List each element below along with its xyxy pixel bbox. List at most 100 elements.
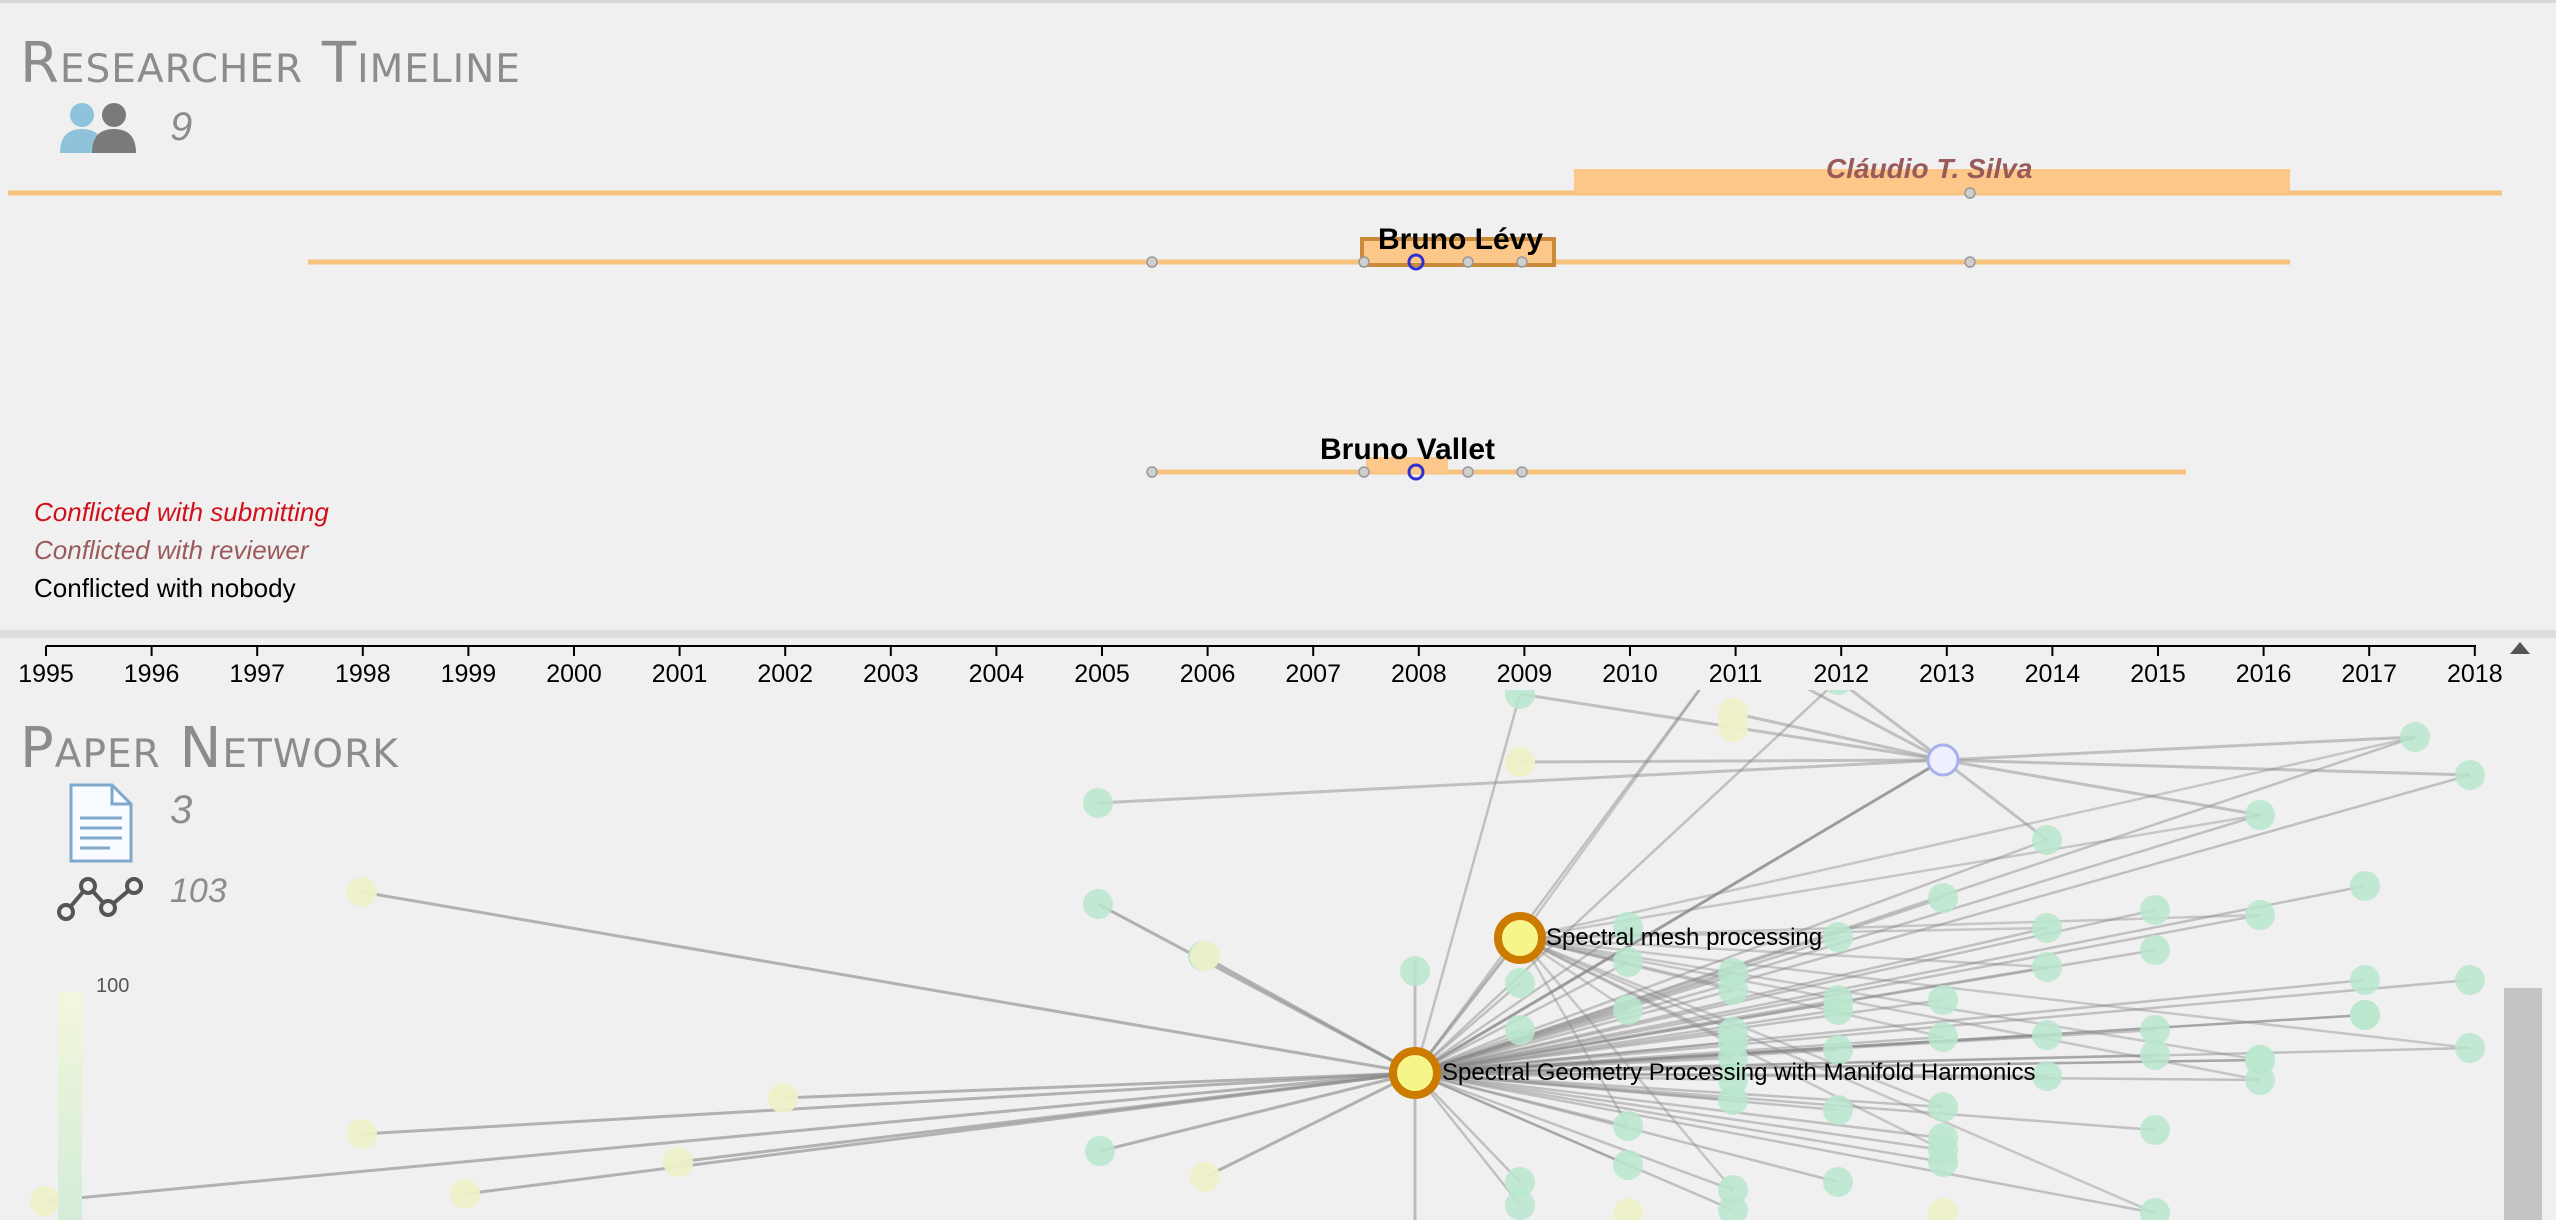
citing-paper-node[interactable] <box>2400 722 2430 752</box>
paper-label-manifold-harmonics[interactable]: Spectral Geometry Processing with Manifo… <box>1442 1059 2036 1086</box>
document-icon <box>69 783 133 863</box>
citing-paper-node[interactable] <box>1505 968 1535 998</box>
citing-paper-node[interactable] <box>1823 985 1853 1015</box>
axis-year-label: 2011 <box>1709 660 1763 688</box>
researcher-row[interactable] <box>1146 457 2186 481</box>
cited-paper-node[interactable] <box>1926 743 1960 777</box>
paper-node[interactable] <box>450 1179 480 1209</box>
citing-paper-node[interactable] <box>1718 1065 1748 1095</box>
researcher-row[interactable] <box>8 169 2502 199</box>
axis-year-label: 1998 <box>335 660 391 688</box>
paper-node[interactable] <box>663 1147 693 1177</box>
axis-year-label: 1996 <box>124 660 180 688</box>
citing-paper-node[interactable] <box>1505 1167 1535 1197</box>
panel-divider[interactable] <box>0 630 2556 638</box>
axis-year-label: 1997 <box>229 660 285 688</box>
axis-year-label: 2008 <box>1391 660 1447 688</box>
paper-node[interactable] <box>1928 1198 1958 1220</box>
paper-node[interactable] <box>347 1119 377 1149</box>
collapse-arrow-icon[interactable] <box>2510 642 2530 654</box>
citing-paper-node[interactable] <box>1928 985 1958 1015</box>
citing-paper-node[interactable] <box>2140 895 2170 925</box>
citing-paper-node[interactable] <box>2140 1015 2170 1045</box>
citing-paper-node[interactable] <box>2455 760 2485 790</box>
citing-paper-node[interactable] <box>2350 871 2380 901</box>
citing-paper-node[interactable] <box>1613 912 1643 942</box>
paper-node[interactable] <box>347 877 377 907</box>
paper-count: 3 <box>170 788 193 832</box>
citing-paper-node[interactable] <box>1718 1195 1748 1220</box>
year-axis: 1995 1996 1997 1998 1999 2000 2001 2002 2003 2004… <box>18 645 2503 688</box>
citing-paper-node[interactable] <box>1928 1022 1958 1052</box>
researcher-count: 9 <box>170 105 193 149</box>
paper-node[interactable] <box>1190 941 1220 971</box>
paper-node[interactable] <box>1613 1198 1643 1220</box>
citing-paper-node[interactable] <box>1083 788 1113 818</box>
citing-paper-node[interactable] <box>2455 965 2485 995</box>
citing-paper-node[interactable] <box>1613 995 1643 1025</box>
citing-paper-node[interactable] <box>2350 1000 2380 1030</box>
citing-paper-node[interactable] <box>2032 952 2062 982</box>
researcher-row[interactable] <box>308 237 2290 271</box>
researcher-name-bruno-vallet[interactable]: Bruno Vallet <box>1320 433 1496 466</box>
citing-paper-node[interactable] <box>1928 1147 1958 1177</box>
researcher-name-claudio[interactable]: Cláudio T. Silva <box>1826 153 2033 184</box>
citing-paper-node[interactable] <box>1718 1027 1748 1057</box>
axis-year-label: 1995 <box>18 660 74 688</box>
vertical-scrollbar[interactable] <box>2504 988 2542 1220</box>
citing-paper-node[interactable] <box>1823 1167 1853 1197</box>
paper-node[interactable] <box>1190 1162 1220 1192</box>
citing-paper-node[interactable] <box>1823 922 1853 952</box>
citing-paper-node[interactable] <box>2032 913 2062 943</box>
citing-paper-node[interactable] <box>1505 1190 1535 1220</box>
paper-node[interactable] <box>1505 747 1535 777</box>
axis-year-label: 2002 <box>757 660 813 688</box>
citing-paper-node[interactable] <box>2140 1115 2170 1145</box>
citation-count: 103 <box>170 872 227 910</box>
citing-paper-node[interactable] <box>2032 1020 2062 1050</box>
legend-reviewer: Conflicted with reviewer <box>34 535 309 565</box>
color-scale-max: 100 <box>96 975 130 997</box>
citing-paper-node[interactable] <box>2032 825 2062 855</box>
axis-year-label: 2016 <box>2236 660 2292 688</box>
citing-paper-node[interactable] <box>1928 883 1958 913</box>
citing-paper-node[interactable] <box>1613 1150 1643 1180</box>
citing-paper-node[interactable] <box>2455 1033 2485 1063</box>
citing-paper-node[interactable] <box>1085 1136 1115 1166</box>
citing-paper-node[interactable] <box>2140 935 2170 965</box>
timeline-chart <box>8 169 2502 481</box>
citing-paper-node[interactable] <box>2032 1061 2062 1091</box>
paper-node[interactable] <box>1718 712 1748 742</box>
citing-paper-node[interactable] <box>1083 889 1113 919</box>
citing-paper-node[interactable] <box>1505 1015 1535 1045</box>
manifold-harmonics-node[interactable] <box>1389 1047 1441 1099</box>
researcher-timeline-panel: Researcher Timeline 9 <box>0 0 2556 603</box>
citing-paper-node[interactable] <box>1823 1035 1853 1065</box>
citing-paper-node[interactable] <box>2245 1045 2275 1075</box>
citing-paper-node[interactable] <box>1823 1095 1853 1125</box>
spectral-mesh-node[interactable] <box>1494 912 1546 964</box>
citing-paper-node[interactable] <box>1613 947 1643 977</box>
paper-node[interactable] <box>30 1186 60 1216</box>
researcher-name-bruno-levy[interactable]: Bruno Lévy <box>1378 223 1544 256</box>
citing-paper-node[interactable] <box>2245 800 2275 830</box>
axis-year-label: 2018 <box>2447 660 2503 688</box>
citing-paper-node[interactable] <box>2140 1040 2170 1070</box>
citing-paper-node[interactable] <box>1928 1092 1958 1122</box>
citing-paper-node[interactable] <box>1505 690 1535 709</box>
citing-paper-node[interactable] <box>2245 900 2275 930</box>
axis-year-label: 2012 <box>1813 660 1869 688</box>
paper-node[interactable] <box>768 1083 798 1113</box>
citing-paper-node[interactable] <box>2140 1198 2170 1220</box>
paper-label-spectral-mesh[interactable]: Spectral mesh processing <box>1546 924 1823 951</box>
axis-year-label: 2007 <box>1285 660 1341 688</box>
citing-paper-node[interactable] <box>1823 690 1853 695</box>
axis-year-label: 2004 <box>969 660 1025 688</box>
citing-paper-node[interactable] <box>1400 956 1430 986</box>
citing-paper-node[interactable] <box>1718 958 1748 988</box>
citing-paper-node[interactable] <box>2350 965 2380 995</box>
paper-network-graph <box>30 690 2485 1220</box>
citing-paper-node[interactable] <box>1613 1111 1643 1141</box>
color-scale-bar <box>58 992 82 1220</box>
axis-year-label: 2006 <box>1180 660 1236 688</box>
